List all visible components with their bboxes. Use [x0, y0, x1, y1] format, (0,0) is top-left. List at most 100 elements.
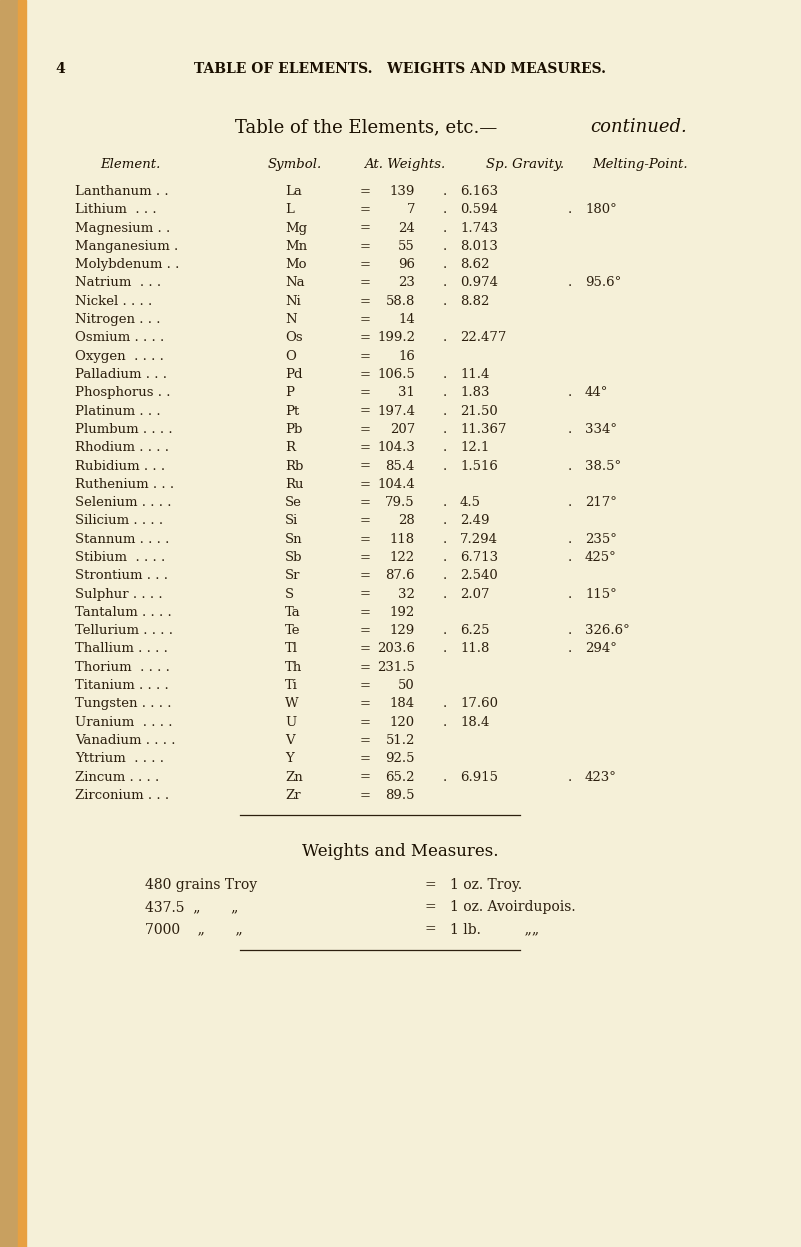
Text: 32: 32 [398, 587, 415, 601]
Text: .: . [443, 387, 447, 399]
Text: 2.49: 2.49 [460, 515, 489, 527]
Text: Titanium . . . .: Titanium . . . . [75, 680, 169, 692]
Text: 1.743: 1.743 [460, 222, 498, 234]
Text: 217°: 217° [585, 496, 617, 509]
Text: 17.60: 17.60 [460, 697, 498, 711]
Text: 24: 24 [398, 222, 415, 234]
Text: .: . [443, 203, 447, 216]
Text: 197.4: 197.4 [377, 404, 415, 418]
Text: 129: 129 [390, 625, 415, 637]
Text: Sb: Sb [285, 551, 303, 564]
Text: 79.5: 79.5 [385, 496, 415, 509]
Text: Selenium . . . .: Selenium . . . . [75, 496, 171, 509]
Text: =: = [360, 515, 371, 527]
Text: Zn: Zn [285, 771, 303, 783]
Text: 122: 122 [390, 551, 415, 564]
Text: =: = [360, 532, 371, 546]
Text: 0.974: 0.974 [460, 277, 498, 289]
Text: 106.5: 106.5 [377, 368, 415, 382]
Text: 425°: 425° [585, 551, 617, 564]
Text: .: . [443, 294, 447, 308]
Text: .: . [443, 697, 447, 711]
Text: Stibium  . . . .: Stibium . . . . [75, 551, 165, 564]
Text: 8.62: 8.62 [460, 258, 489, 271]
Text: Pt: Pt [285, 404, 300, 418]
Text: Ti: Ti [285, 680, 298, 692]
Text: 207: 207 [390, 423, 415, 436]
Text: At. Weights.: At. Weights. [364, 158, 445, 171]
Bar [18, 0, 26, 1247]
Text: 192: 192 [390, 606, 415, 619]
Text: 231.5: 231.5 [377, 661, 415, 673]
Text: Thallium . . . .: Thallium . . . . [75, 642, 168, 656]
Text: .: . [443, 185, 447, 198]
Text: =: = [360, 459, 371, 473]
Text: .: . [443, 771, 447, 783]
Text: =: = [360, 441, 371, 454]
Text: Th: Th [285, 661, 302, 673]
Text: 2.07: 2.07 [460, 587, 489, 601]
Text: =: = [360, 752, 371, 766]
Text: =: = [360, 332, 371, 344]
Text: 1.83: 1.83 [460, 387, 489, 399]
Text: 0.594: 0.594 [460, 203, 498, 216]
Text: .: . [443, 368, 447, 382]
Text: 11.367: 11.367 [460, 423, 506, 436]
Text: =: = [425, 878, 436, 892]
Text: 44°: 44° [585, 387, 609, 399]
Text: Rubidium . . .: Rubidium . . . [75, 459, 165, 473]
Text: Natrium  . . .: Natrium . . . [75, 277, 161, 289]
Text: =: = [360, 606, 371, 619]
Text: Pb: Pb [285, 423, 302, 436]
Text: 31: 31 [398, 387, 415, 399]
Text: 11.4: 11.4 [460, 368, 489, 382]
Text: Thorium  . . . .: Thorium . . . . [75, 661, 170, 673]
Text: Magnesium . .: Magnesium . . [75, 222, 171, 234]
Text: Sp. Gravity.: Sp. Gravity. [486, 158, 564, 171]
Text: =: = [360, 258, 371, 271]
Text: =: = [360, 368, 371, 382]
Text: 8.82: 8.82 [460, 294, 489, 308]
Text: O: O [285, 349, 296, 363]
Text: .: . [443, 570, 447, 582]
Text: .: . [443, 258, 447, 271]
Text: Lanthanum . .: Lanthanum . . [75, 185, 169, 198]
Text: Rb: Rb [285, 459, 304, 473]
Text: =: = [360, 222, 371, 234]
Text: P: P [285, 387, 294, 399]
Text: .: . [443, 496, 447, 509]
Text: Element.: Element. [100, 158, 160, 171]
Text: Mg: Mg [285, 222, 307, 234]
Text: U: U [285, 716, 296, 728]
Text: 21.50: 21.50 [460, 404, 497, 418]
Text: .: . [443, 716, 447, 728]
Text: La: La [285, 185, 302, 198]
Text: Tl: Tl [285, 642, 298, 656]
Text: 6.713: 6.713 [460, 551, 498, 564]
Text: Vanadium . . . .: Vanadium . . . . [75, 734, 175, 747]
Text: 180°: 180° [585, 203, 617, 216]
Text: =: = [360, 716, 371, 728]
Text: 92.5: 92.5 [385, 752, 415, 766]
Text: =: = [360, 294, 371, 308]
Text: .: . [443, 587, 447, 601]
Text: Lithium  . . .: Lithium . . . [75, 203, 157, 216]
Text: .: . [568, 203, 572, 216]
Text: Strontium . . .: Strontium . . . [75, 570, 168, 582]
Text: 96: 96 [398, 258, 415, 271]
Text: 16: 16 [398, 349, 415, 363]
Text: Sulphur . . . .: Sulphur . . . . [75, 587, 163, 601]
Text: =: = [425, 923, 436, 936]
Text: 28: 28 [398, 515, 415, 527]
Text: R: R [285, 441, 295, 454]
Text: .: . [443, 277, 447, 289]
Text: 23: 23 [398, 277, 415, 289]
Text: .: . [443, 532, 447, 546]
Text: Molybdenum . .: Molybdenum . . [75, 258, 179, 271]
Text: =: = [360, 404, 371, 418]
Text: =: = [360, 625, 371, 637]
Text: 480 grains Troy: 480 grains Troy [145, 878, 257, 892]
Text: .: . [568, 496, 572, 509]
Text: Tantalum . . . .: Tantalum . . . . [75, 606, 171, 619]
Text: 294°: 294° [585, 642, 617, 656]
